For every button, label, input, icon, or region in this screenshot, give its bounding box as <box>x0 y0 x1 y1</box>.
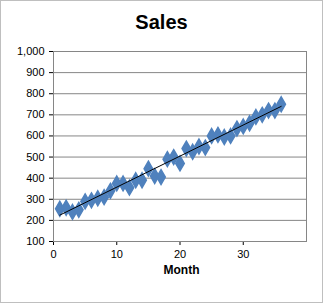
svg-text:400: 400 <box>26 172 44 184</box>
svg-text:0: 0 <box>50 248 56 260</box>
svg-text:30: 30 <box>237 248 249 260</box>
svg-text:200: 200 <box>26 214 44 226</box>
svg-text:20: 20 <box>174 248 186 260</box>
svg-text:800: 800 <box>26 87 44 99</box>
svg-text:10: 10 <box>111 248 123 260</box>
svg-text:300: 300 <box>26 193 44 205</box>
svg-text:1,000: 1,000 <box>17 45 45 57</box>
svg-text:900: 900 <box>26 66 44 78</box>
html-text:Sales: Sales <box>135 11 188 33</box>
svg-text:100: 100 <box>26 235 44 247</box>
svg-text:700: 700 <box>26 108 44 120</box>
svg-text:500: 500 <box>26 151 44 163</box>
html-text:Month: Month <box>163 263 200 277</box>
svg-text:600: 600 <box>26 129 44 141</box>
